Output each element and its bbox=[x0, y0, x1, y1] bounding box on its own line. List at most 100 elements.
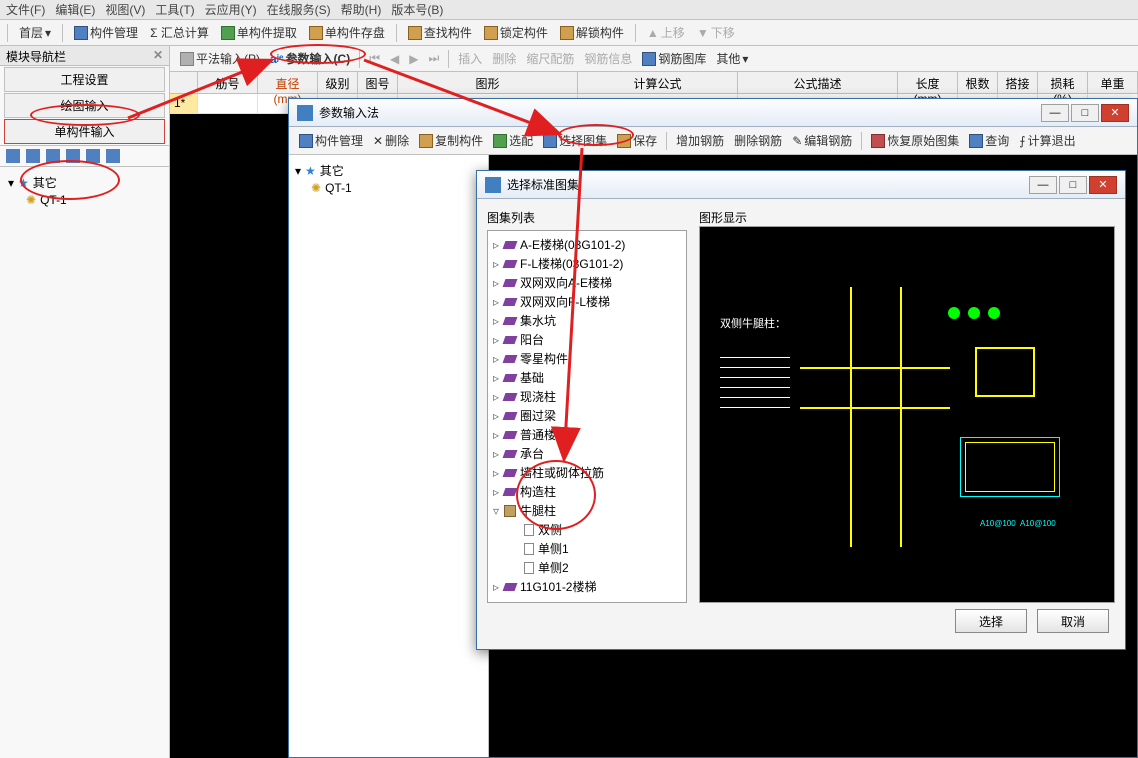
nav-drawing[interactable]: 绘图输入 bbox=[4, 93, 165, 118]
menu-item[interactable]: 视图(V) bbox=[105, 1, 145, 18]
dlg-close-icon[interactable]: ✕ bbox=[1089, 176, 1117, 194]
tree-child-qt1[interactable]: ✺QT-1 bbox=[8, 192, 161, 208]
wtb-addrebar[interactable]: 增加钢筋 bbox=[672, 130, 728, 151]
mini-icon[interactable] bbox=[106, 149, 120, 163]
col-count[interactable]: 根数 bbox=[958, 72, 998, 93]
col-weight[interactable]: 单重 bbox=[1088, 72, 1138, 93]
floor-dropdown[interactable]: 首层 ▾ bbox=[15, 22, 55, 43]
wtb-select-atlas[interactable]: 选择图集 bbox=[539, 130, 611, 151]
atlas-item[interactable]: ▹承台 bbox=[492, 444, 682, 463]
win-min-icon[interactable]: ― bbox=[1041, 104, 1069, 122]
atlas-item[interactable]: ▹集水坑 bbox=[492, 311, 682, 330]
wtb-restore[interactable]: 恢复原始图集 bbox=[867, 130, 963, 151]
tb-find[interactable]: 查找构件 bbox=[404, 22, 476, 43]
atlas-item[interactable]: ▹零星构件 bbox=[492, 349, 682, 368]
nav-pin-icon[interactable]: ✕ bbox=[153, 48, 163, 63]
mini-icon[interactable] bbox=[26, 149, 40, 163]
tree-root[interactable]: ▾★其它 bbox=[8, 173, 161, 192]
atlas-item[interactable]: ▹现浇柱 bbox=[492, 387, 682, 406]
wtb-editrebar[interactable]: ✎ 编辑钢筋 bbox=[788, 130, 856, 151]
tb-cunpan[interactable]: 单构件存盘 bbox=[305, 22, 389, 43]
dlg-titlebar[interactable]: 选择标准图集 ― □ ✕ bbox=[477, 171, 1125, 199]
atlas-item[interactable]: ▹构造柱 bbox=[492, 482, 682, 501]
nav-engineering[interactable]: 工程设置 bbox=[4, 67, 165, 92]
col-figno[interactable]: 图号 bbox=[358, 72, 398, 93]
mini-icon[interactable] bbox=[86, 149, 100, 163]
btn-rebarlib[interactable]: 钢筋图库 bbox=[638, 48, 710, 69]
atlas-item[interactable]: ▹墙柱或砌体拉筋 bbox=[492, 463, 682, 482]
wtb-delrebar[interactable]: 删除钢筋 bbox=[730, 130, 786, 151]
menu-item[interactable]: 文件(F) bbox=[6, 1, 45, 18]
w1-tree-root[interactable]: ▾★其它 bbox=[295, 161, 482, 180]
atlas-list-panel: 图集列表 ▹A-E楼梯(03G101-2) ▹F-L楼梯(03G101-2) ▹… bbox=[487, 209, 687, 603]
col-diameter[interactable]: 直径(mm) bbox=[258, 72, 318, 93]
col-length[interactable]: 长度(mm) bbox=[898, 72, 958, 93]
wtb-calcexit[interactable]: ⨍ 计算退出 bbox=[1015, 130, 1079, 151]
tab-canshu[interactable]: aʲᵉ 参数输入(C) bbox=[266, 48, 354, 69]
atlas-item[interactable]: ▹圈过梁 bbox=[492, 406, 682, 425]
cad-preview[interactable]: 双侧牛腿柱： bbox=[699, 226, 1115, 603]
w1-tree-child[interactable]: ✺QT-1 bbox=[295, 180, 482, 196]
atlas-listbox[interactable]: ▹A-E楼梯(03G101-2) ▹F-L楼梯(03G101-2) ▹双网双向A… bbox=[487, 230, 687, 603]
menu-item[interactable]: 工具(T) bbox=[155, 1, 194, 18]
atlas-item[interactable]: ▹A-E楼梯(03G101-2) bbox=[492, 235, 682, 254]
atlas-item[interactable]: ▹双网双向A-E楼梯 bbox=[492, 273, 682, 292]
tb-huizong[interactable]: Σ 汇总计算 bbox=[146, 22, 213, 43]
dlg-title: 选择标准图集 bbox=[507, 176, 579, 193]
atlas-item[interactable]: ▹F-L楼梯(03G101-2) bbox=[492, 254, 682, 273]
atlas-item[interactable]: ▹双网双向F-L楼梯 bbox=[492, 292, 682, 311]
tb-tiqu[interactable]: 单构件提取 bbox=[217, 22, 301, 43]
tab-pingfa[interactable]: 平法输入(P) bbox=[176, 48, 264, 69]
btn-cancel[interactable]: 取消 bbox=[1037, 609, 1109, 633]
atlas-sub-shuangce[interactable]: 双侧 bbox=[492, 520, 682, 539]
menu-item[interactable]: 编辑(E) bbox=[55, 1, 95, 18]
dlg-max-icon[interactable]: □ bbox=[1059, 176, 1087, 194]
win-close-icon[interactable]: ✕ bbox=[1101, 104, 1129, 122]
tb-goujian[interactable]: 构件管理 bbox=[70, 22, 142, 43]
col-shape[interactable]: 图形 bbox=[398, 72, 578, 93]
wtb-query[interactable]: 查询 bbox=[965, 130, 1013, 151]
list-label: 图集列表 bbox=[487, 209, 687, 226]
wtb-del[interactable]: ✕ 删除 bbox=[369, 130, 413, 151]
mini-icon[interactable] bbox=[6, 149, 20, 163]
dlg-icon bbox=[485, 177, 501, 193]
col-formula[interactable]: 计算公式 bbox=[578, 72, 738, 93]
win-max-icon[interactable]: □ bbox=[1071, 104, 1099, 122]
atlas-item[interactable]: ▹11G101-2楼梯 bbox=[492, 577, 682, 596]
tb-unlock[interactable]: 解锁构件 bbox=[556, 22, 628, 43]
col-formuladesc[interactable]: 公式描述 bbox=[738, 72, 898, 93]
nav-next: ▶ bbox=[405, 50, 422, 68]
menu-item[interactable]: 云应用(Y) bbox=[205, 1, 257, 18]
nav-last: ⏭ bbox=[424, 49, 443, 68]
nav-mini-toolbar bbox=[0, 145, 169, 167]
atlas-item[interactable]: ▹基础 bbox=[492, 368, 682, 387]
col-dajie[interactable]: 搭接 bbox=[998, 72, 1038, 93]
nav-first: ⏮ bbox=[365, 49, 384, 68]
atlas-sub-dance2[interactable]: 单侧2 bbox=[492, 558, 682, 577]
btn-select[interactable]: 选择 bbox=[955, 609, 1027, 633]
nav-single-input[interactable]: 单构件输入 bbox=[4, 119, 165, 144]
col-jinhao[interactable]: 筋号 bbox=[198, 72, 258, 93]
atlas-niutui[interactable]: ▿牛腿柱 bbox=[492, 501, 682, 520]
atlas-sub-dance1[interactable]: 单侧1 bbox=[492, 539, 682, 558]
mini-icon[interactable] bbox=[66, 149, 80, 163]
atlas-item[interactable]: ▹普通楼梯 bbox=[492, 425, 682, 444]
wtb-copy[interactable]: 复制构件 bbox=[415, 130, 487, 151]
wtb-save[interactable]: 保存 bbox=[613, 130, 661, 151]
btn-other[interactable]: 其他 ▾ bbox=[712, 48, 752, 69]
col-level[interactable]: 级别 bbox=[318, 72, 358, 93]
win1-titlebar[interactable]: 参数输入法 ― □ ✕ bbox=[289, 99, 1137, 127]
menu-item[interactable]: 帮助(H) bbox=[341, 1, 382, 18]
atlas-item[interactable]: ▹阳台 bbox=[492, 330, 682, 349]
menu-item[interactable]: 在线服务(S) bbox=[267, 1, 331, 18]
dlg-min-icon[interactable]: ― bbox=[1029, 176, 1057, 194]
col-loss[interactable]: 损耗(%) bbox=[1038, 72, 1088, 93]
mini-icon[interactable] bbox=[46, 149, 60, 163]
tb-lock[interactable]: 锁定构件 bbox=[480, 22, 552, 43]
btn-delete: 删除 bbox=[488, 48, 520, 69]
column-headers: 筋号 直径(mm) 级别 图号 图形 计算公式 公式描述 长度(mm) 根数 搭… bbox=[170, 72, 1138, 94]
wtb-xuanpei[interactable]: 选配 bbox=[489, 130, 537, 151]
menu-item[interactable]: 版本号(B) bbox=[391, 1, 443, 18]
wtb-goujian[interactable]: 构件管理 bbox=[295, 130, 367, 151]
cad-title: 双侧牛腿柱： bbox=[720, 315, 786, 331]
